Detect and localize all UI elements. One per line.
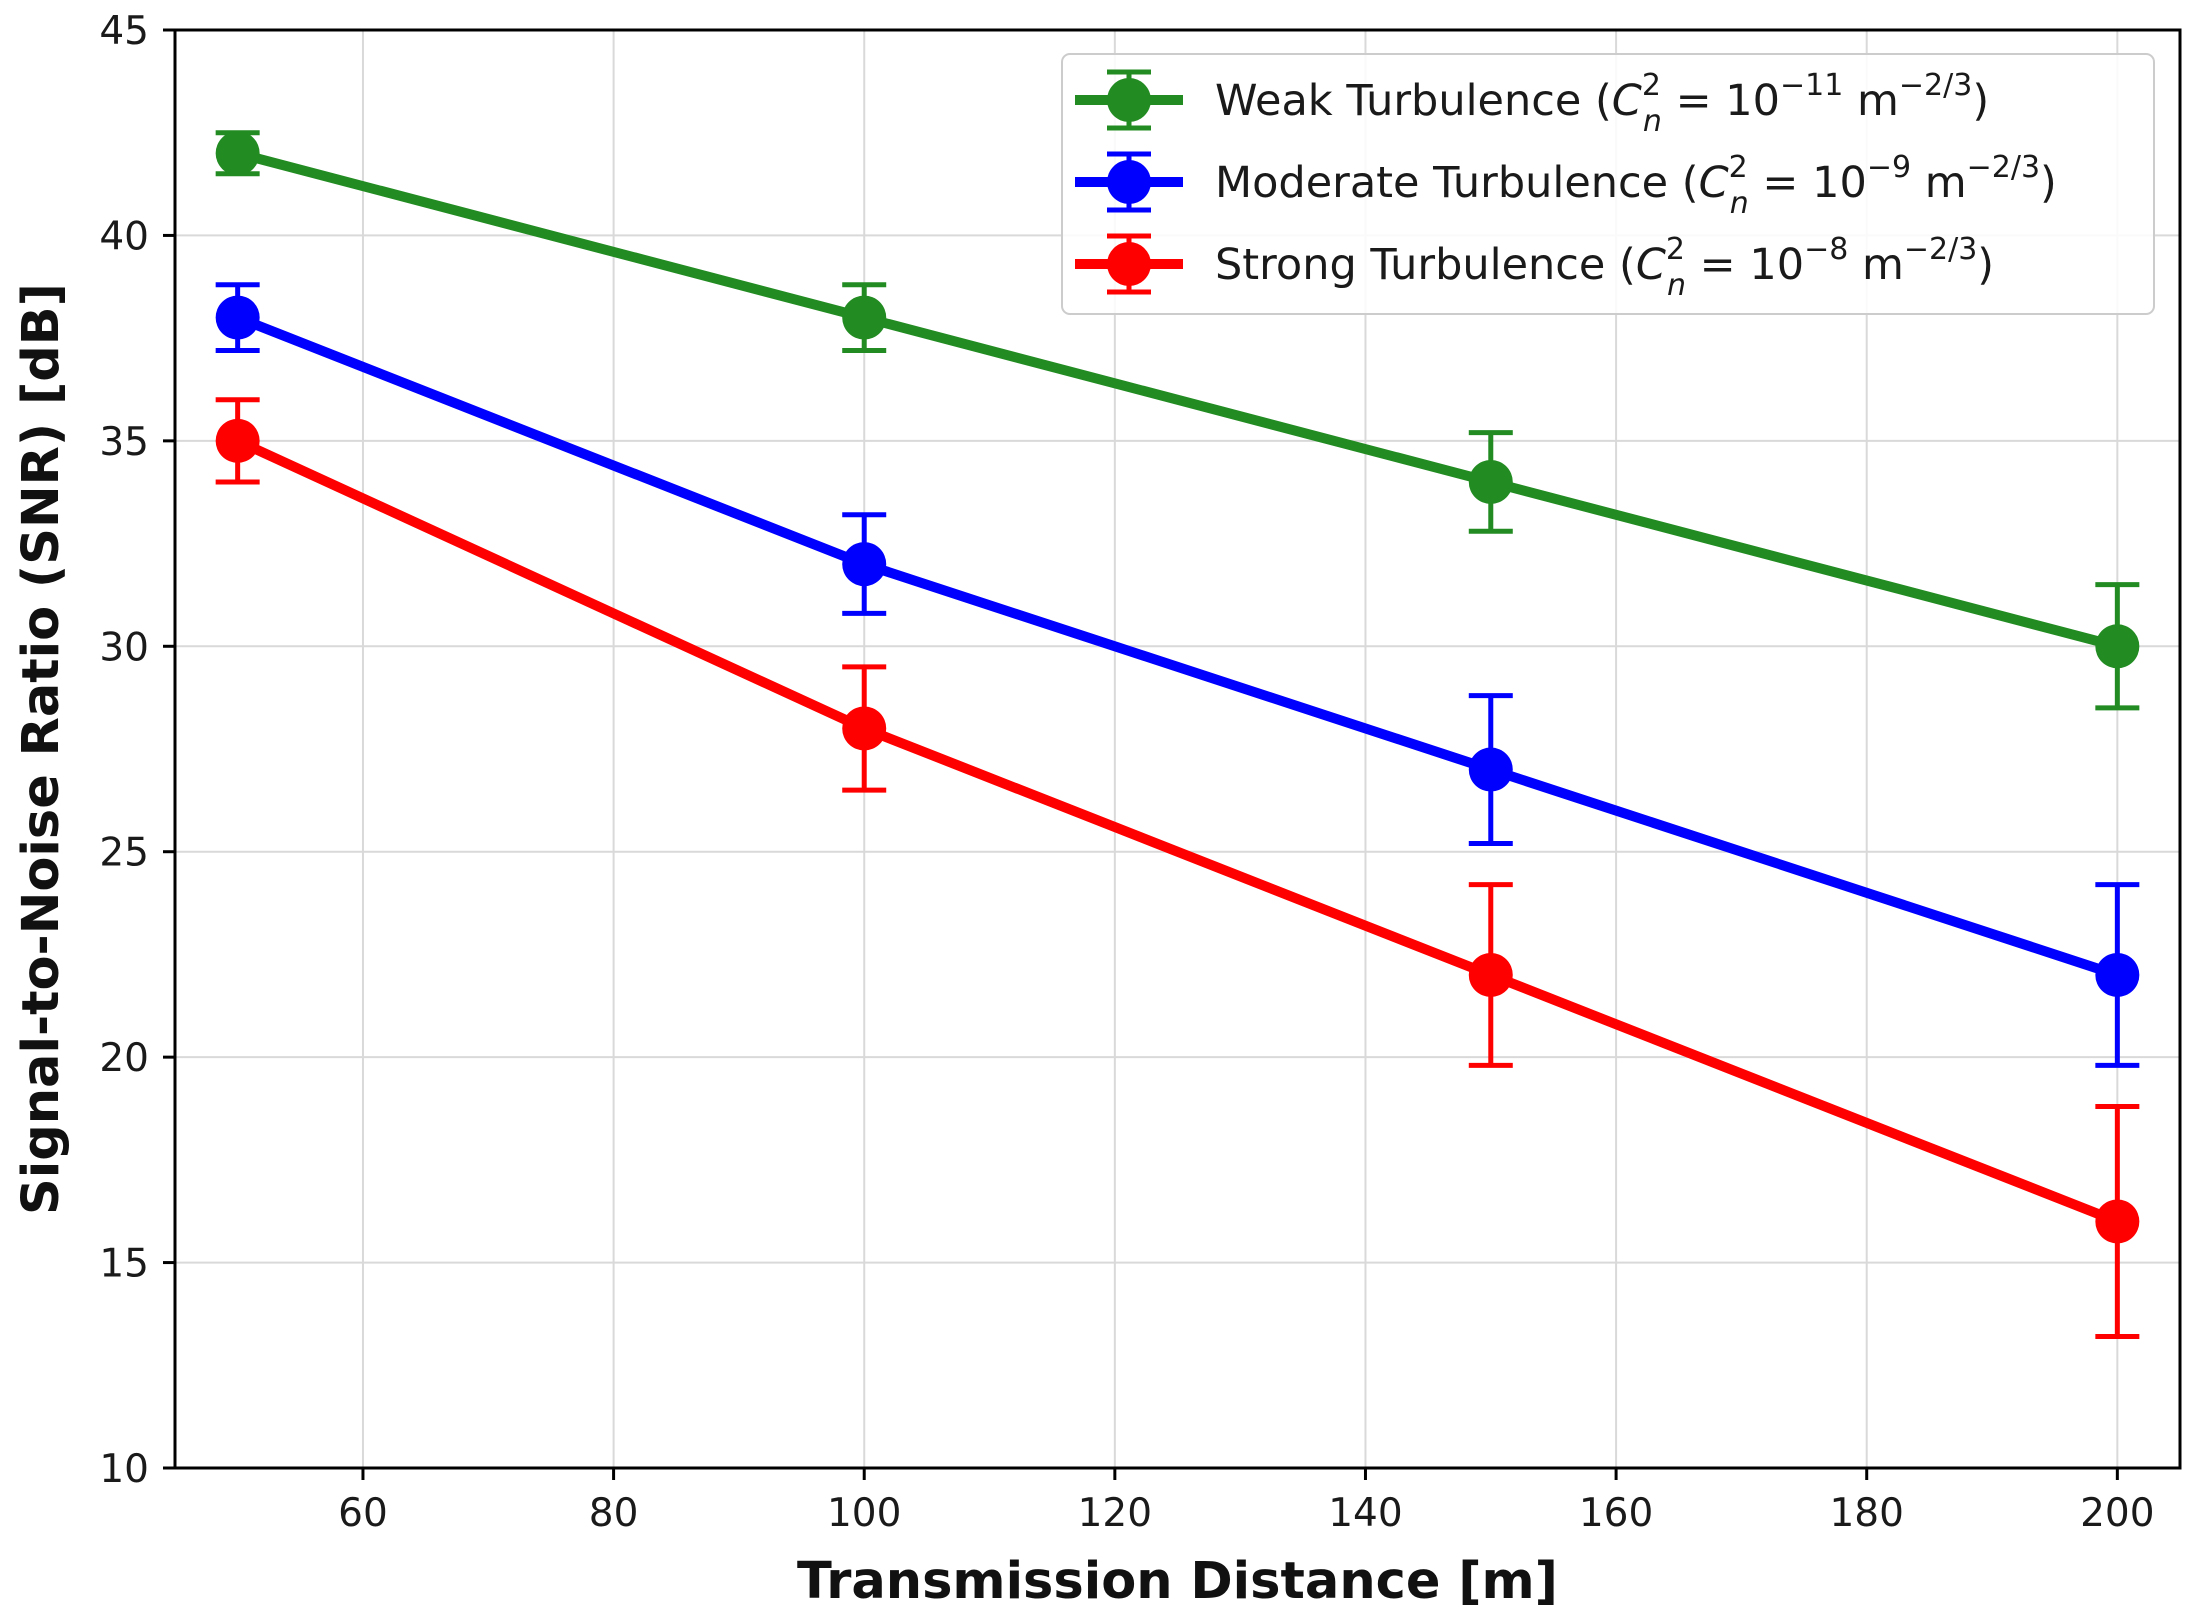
legend: Weak Turbulence (C2 n = 10−11 m−2/3)Moder… [1061,53,2155,315]
x-axis-title: Transmission Distance [m] [797,1552,1558,1611]
legend-label-prefix: Moderate Turbulence ( [1215,158,1699,208]
series-moderate-turbulence [215,282,2140,1068]
data-point [215,131,260,176]
legend-label: Weak Turbulence (C2 n = 10−11 m−2/3) [1215,68,1989,139]
y-tick-label: 15 [99,1242,149,1287]
data-point [215,295,260,340]
y-tick-label: 35 [99,420,149,465]
legend-label: Strong Turbulence (C2 n = 10−8 m−2/3) [1215,232,1994,303]
series-weak-turbulence [215,130,2140,711]
legend-label-eq: = 10 [1749,158,1867,208]
legend-label-eq: = 10 [1662,76,1780,126]
legend-label-c: C [1612,76,1642,126]
y-tick-label: 40 [99,214,149,259]
legend-label-prefix: Weak Turbulence ( [1215,76,1612,126]
legend-label-unit: m [1843,76,1899,126]
data-point [842,542,887,587]
legend-label-unit: m [1848,240,1904,290]
legend-label-close: ) [1977,240,1994,290]
data-point [842,706,887,751]
data-point [2095,1199,2140,1244]
legend-label: Moderate Turbulence (C2 n = 10−9 m−2/3) [1215,150,2057,221]
legend-handle-marker [1107,78,1151,122]
legend-label-sub: n [1667,268,1686,303]
data-point [1468,459,1513,504]
x-tick-label: 180 [1829,1491,1903,1536]
legend-label-unit_exp: −2/3 [1904,232,1977,267]
legend-label-sub: n [1643,104,1662,139]
data-point [215,418,260,463]
x-tick-label: 140 [1328,1491,1402,1536]
series-strong-turbulence [215,397,2140,1340]
x-tick-label: 100 [827,1491,901,1536]
legend-label-sup: 2 [1666,232,1685,267]
legend-label-close: ) [2040,158,2057,208]
y-tick-label: 20 [99,1036,149,1081]
data-point [842,295,887,340]
legend-handle-marker [1107,242,1151,286]
legend-label-sub: n [1730,186,1749,221]
legend-label-exp: −9 [1867,150,1911,185]
axis-ticks: 60 80 100 120 140 160 180 200 10 15 20 25 30 35 40 45 [99,9,2154,1536]
legend-label-unit_exp: −2/3 [1899,68,1972,103]
legend-label-eq: = 10 [1686,240,1804,290]
y-tick-label: 10 [99,1447,149,1492]
y-axis-title: Signal-to-Noise Ratio (SNR) [dB] [12,283,71,1215]
series-line [235,312,2119,980]
legend-label-exp: −8 [1804,232,1848,267]
data-point [1468,747,1513,792]
data-point [2095,624,2140,669]
series-group [215,130,2140,1340]
series-line [236,148,2119,652]
legend-label-unit_exp: −2/3 [1967,150,2040,185]
legend-label-prefix: Strong Turbulence ( [1215,240,1636,290]
legend-label-c: C [1699,158,1729,208]
data-point [2095,952,2140,997]
x-tick-label: 160 [1579,1491,1653,1536]
legend-label-exp: −11 [1780,68,1843,103]
y-tick-label: 45 [99,9,149,54]
x-tick-label: 80 [589,1491,639,1536]
x-tick-label: 200 [2080,1491,2154,1536]
legend-handle-marker [1107,160,1151,204]
legend-label-c: C [1636,240,1666,290]
series-line [235,436,2120,1227]
legend-label-sup: 2 [1642,68,1661,103]
x-tick-label: 60 [338,1491,388,1536]
legend-label-sup: 2 [1729,150,1748,185]
y-tick-label: 25 [99,831,149,876]
legend-label-close: ) [1972,76,1989,126]
x-tick-label: 120 [1078,1491,1152,1536]
legend-box [1061,53,2155,315]
legend-label-unit: m [1911,158,1967,208]
data-point [1468,952,1513,997]
plot-frame [173,28,2182,1470]
y-tick-label: 30 [99,625,149,670]
